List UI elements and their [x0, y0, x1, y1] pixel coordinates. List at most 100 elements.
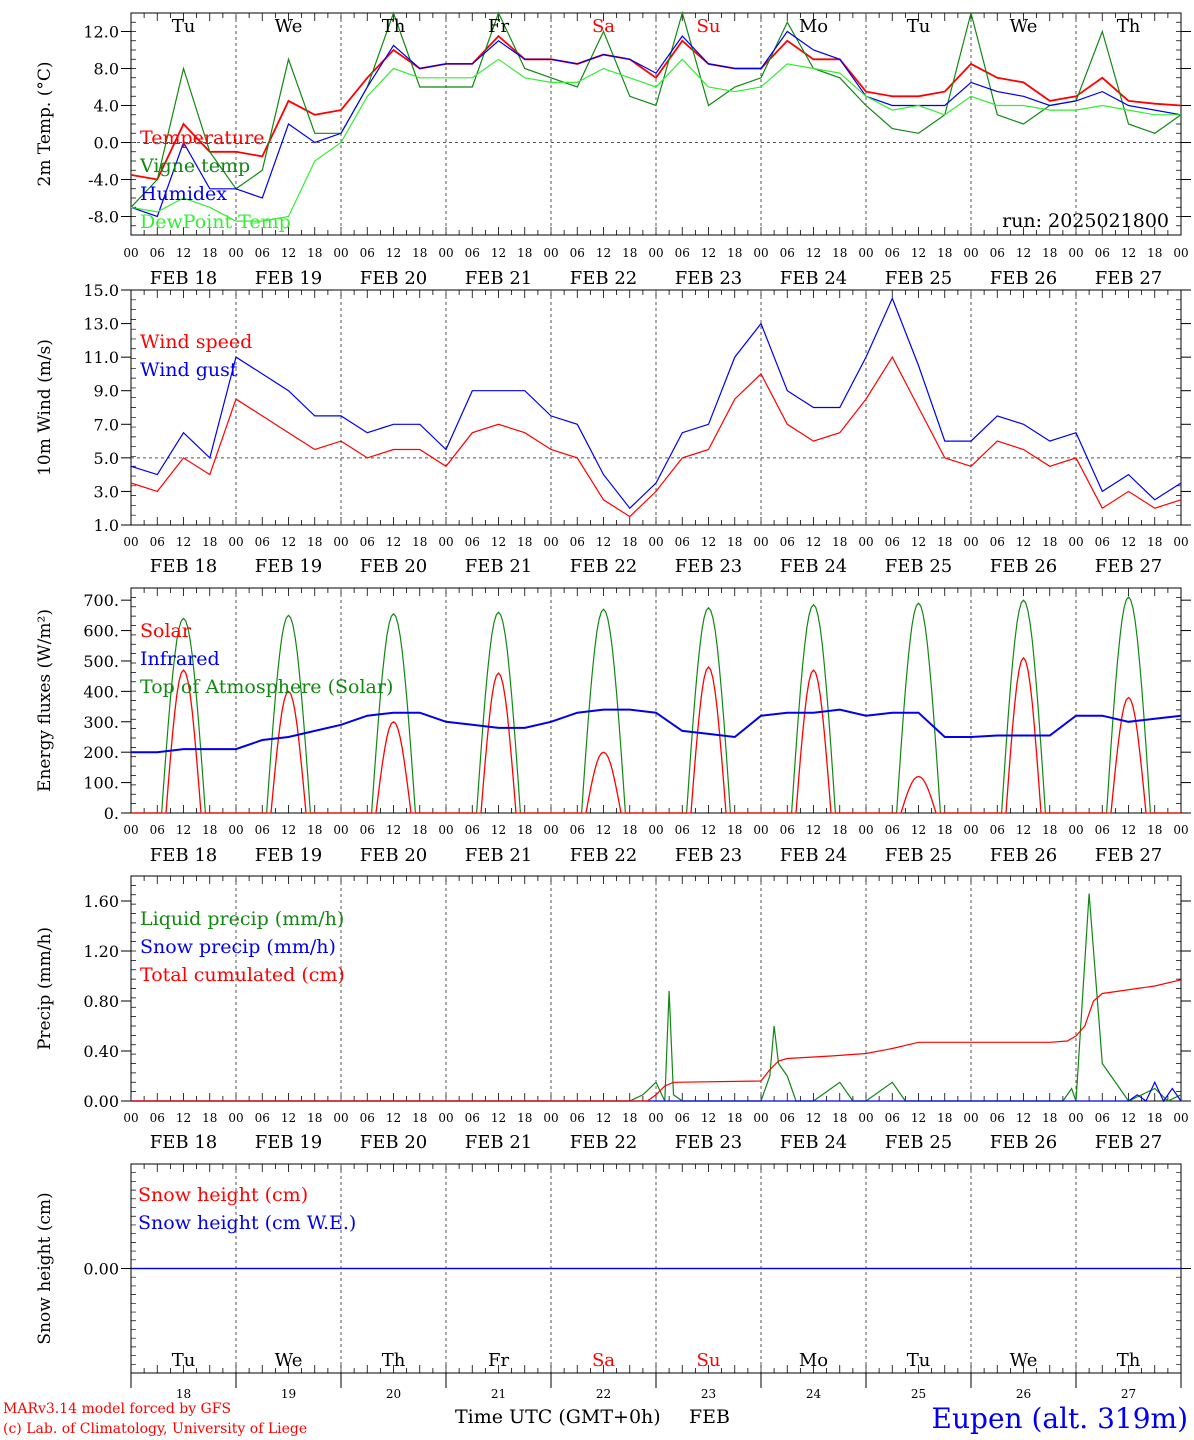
hour-label: 06 — [150, 823, 165, 837]
hour-label: 12 — [701, 246, 716, 260]
y-tick-label: 9.0 — [94, 382, 119, 401]
hour-label: 06 — [675, 246, 690, 260]
date-label: FEB 26 — [990, 268, 1057, 289]
hour-label: 00 — [963, 823, 978, 837]
hour-label: 12 — [911, 1111, 926, 1125]
hour-label: 06 — [150, 246, 165, 260]
hour-label: 12 — [1121, 823, 1136, 837]
day-label-bottom: Sa — [592, 1350, 615, 1371]
hour-label: 00 — [438, 535, 453, 549]
hour-label: 18 — [832, 1111, 847, 1125]
hour-label: 00 — [1173, 246, 1188, 260]
day-label-top: Fr — [488, 16, 509, 37]
hour-label: 12 — [701, 1111, 716, 1125]
hour-label: 12 — [806, 1111, 821, 1125]
date-label: FEB 18 — [150, 268, 217, 289]
date-label: FEB 18 — [150, 845, 217, 866]
date-label: FEB 18 — [150, 556, 217, 577]
y-tick-label: 3.0 — [94, 482, 119, 501]
y-tick-label: 8.0 — [94, 60, 119, 79]
hour-label: 06 — [990, 1111, 1005, 1125]
hour-label: 06 — [255, 535, 270, 549]
series-line — [131, 979, 1182, 1102]
hour-label: 12 — [176, 246, 191, 260]
hour-label: 06 — [1095, 1111, 1110, 1125]
hour-label: 18 — [202, 823, 217, 837]
hour-label: 06 — [885, 535, 900, 549]
legend-entry: DewPoint Temp — [140, 211, 291, 233]
hour-label: 12 — [1016, 535, 1031, 549]
hour-label: 18 — [727, 246, 742, 260]
hour-label: 12 — [491, 246, 506, 260]
hour-label: 00 — [1068, 246, 1083, 260]
legend-entry: Temperature — [140, 127, 264, 149]
date-label: FEB 24 — [780, 556, 847, 577]
day-label-top: Tu — [172, 16, 196, 37]
hour-label: 18 — [1042, 535, 1057, 549]
hour-label: 06 — [150, 535, 165, 549]
hour-label: 18 — [517, 535, 532, 549]
hour-label: 12 — [386, 1111, 401, 1125]
y-minor-ticks-snow — [131, 1163, 1181, 1374]
hour-label: 00 — [333, 1111, 348, 1125]
hour-label: 12 — [806, 823, 821, 837]
date-label: FEB 22 — [570, 556, 637, 577]
hour-label: 12 — [386, 823, 401, 837]
hour-label: 00 — [1173, 1111, 1188, 1125]
date-label: FEB 21 — [465, 268, 532, 289]
y-tick-label: 0.00 — [83, 1092, 119, 1111]
hour-label: 18 — [517, 1111, 532, 1125]
date-label: FEB 23 — [675, 1132, 742, 1153]
day-number: 20 — [386, 1387, 401, 1401]
y-tick-label: -8.0 — [88, 208, 119, 227]
hour-label: 06 — [675, 1111, 690, 1125]
day-label-bottom: Su — [697, 1350, 721, 1371]
y-tick-label: 0. — [104, 804, 119, 823]
hour-label: 18 — [727, 1111, 742, 1125]
hour-label: 18 — [412, 823, 427, 837]
hour-label: 18 — [1042, 823, 1057, 837]
hour-label: 06 — [360, 535, 375, 549]
hour-label: 18 — [937, 535, 952, 549]
y-axis-label-snow: Snow height (cm) — [35, 1192, 55, 1344]
date-label: FEB 25 — [885, 556, 952, 577]
hour-label: 00 — [648, 535, 663, 549]
hour-label: 00 — [1068, 823, 1083, 837]
legend-entry: Total cumulated (cm) — [140, 964, 345, 986]
hour-label: 00 — [543, 246, 558, 260]
hour-label: 12 — [281, 1111, 296, 1125]
y-minor-ticks-wind — [131, 289, 1181, 526]
hour-label: 00 — [648, 1111, 663, 1125]
day-number: 25 — [911, 1387, 926, 1401]
day-label-bottom: Mo — [799, 1350, 828, 1371]
hour-label: 18 — [517, 823, 532, 837]
day-label-top: We — [275, 16, 303, 37]
y-axis-label-precip: Precip (mm/h) — [35, 927, 55, 1050]
hour-label: 00 — [333, 535, 348, 549]
y-tick-label: 5.0 — [94, 449, 119, 468]
y-tick-label: 400. — [83, 682, 119, 701]
series-line-infrared — [131, 708, 1182, 754]
y-tick-label: 1.20 — [83, 942, 119, 961]
legend-entry: Wind gust — [140, 359, 238, 381]
hour-label: 00 — [648, 823, 663, 837]
hour-label: 06 — [990, 535, 1005, 549]
y-axis-label-energy: Energy fluxes (W/m²) — [35, 609, 55, 792]
hour-label: 18 — [937, 823, 952, 837]
y-tick-label: 1.0 — [94, 516, 119, 535]
day-label-top: We — [1010, 16, 1038, 37]
day-label-top: Tu — [907, 16, 931, 37]
y-axis-label-temp: 2m Temp. (°C) — [35, 61, 55, 186]
y-tick-label: -4.0 — [88, 171, 119, 190]
day-number: 18 — [176, 1387, 191, 1401]
x-minor-ticks-energy — [130, 588, 1182, 813]
hour-label: 12 — [596, 1111, 611, 1125]
y-tick-label: 300. — [83, 713, 119, 732]
hour-label: 18 — [307, 1111, 322, 1125]
hour-label: 18 — [202, 1111, 217, 1125]
hour-label: 12 — [176, 535, 191, 549]
hour-label: 00 — [123, 1111, 138, 1125]
hour-label: 12 — [911, 823, 926, 837]
hour-label: 00 — [858, 535, 873, 549]
hour-label: 12 — [1121, 535, 1136, 549]
